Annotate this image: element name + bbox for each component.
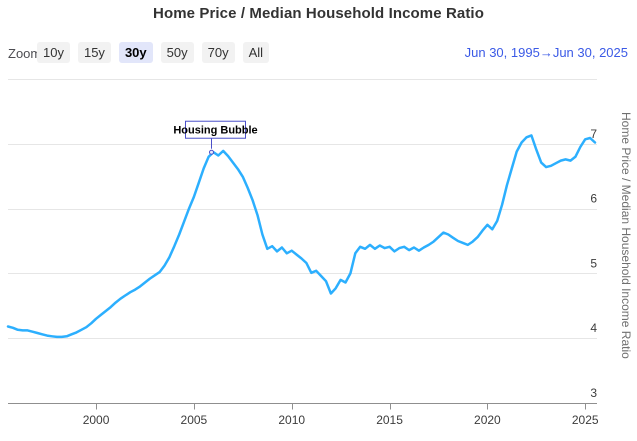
y-axis-title: Home Price / Median Household Income Rat… <box>619 112 633 359</box>
date-range-arrow-icon: → <box>539 45 553 60</box>
x-tick-label: 2015 <box>376 413 403 427</box>
range-button-70y[interactable]: 70y <box>201 42 235 63</box>
range-button-15y[interactable]: 15y <box>77 42 111 63</box>
range-button-50y[interactable]: 50y <box>160 42 194 63</box>
x-tick-label: 2000 <box>83 413 110 427</box>
plot-area[interactable] <box>8 79 595 403</box>
range-button-10y[interactable]: 10y <box>37 42 70 63</box>
annotation-box <box>184 120 246 139</box>
date-from-input[interactable]: Jun 30, 1995 <box>464 45 540 60</box>
x-tick-label: 2005 <box>181 413 208 427</box>
page-title: Home Price / Median Household Income Rat… <box>153 5 484 22</box>
y-tick-label: 5 <box>590 256 597 270</box>
price-income-ratio-line[interactable] <box>6 134 597 339</box>
annotation-label: Housing Bubble <box>173 125 257 137</box>
date-range: Jun 30, 1995→Jun 30, 2025 <box>465 45 628 60</box>
date-to-input[interactable]: Jun 30, 2025 <box>552 45 628 60</box>
y-tick-label: 3 <box>590 386 597 400</box>
range-selector-buttons: 10y 15y 30y 50y 70y All <box>37 42 270 63</box>
series-group <box>6 134 597 339</box>
x-tick-label: 2025 <box>572 413 599 427</box>
x-axis: 2000 2005 2010 2015 2020 2025 <box>8 403 599 427</box>
annotation-group: Housing Bubble <box>173 120 258 155</box>
x-tick-label: 2020 <box>474 413 501 427</box>
x-tick-label: 2010 <box>278 413 305 427</box>
range-button-all[interactable]: All <box>242 42 270 63</box>
y-axis-labels: 3 4 5 6 7 <box>590 127 597 400</box>
y-tick-label: 7 <box>590 127 597 141</box>
y-tick-label: 4 <box>590 321 597 335</box>
y-tick-label: 6 <box>590 192 597 206</box>
zoom-label: Zoom <box>8 46 42 61</box>
y-gridlines <box>8 79 597 339</box>
range-button-30y[interactable]: 30y <box>118 42 153 63</box>
annotation-point <box>208 149 214 155</box>
